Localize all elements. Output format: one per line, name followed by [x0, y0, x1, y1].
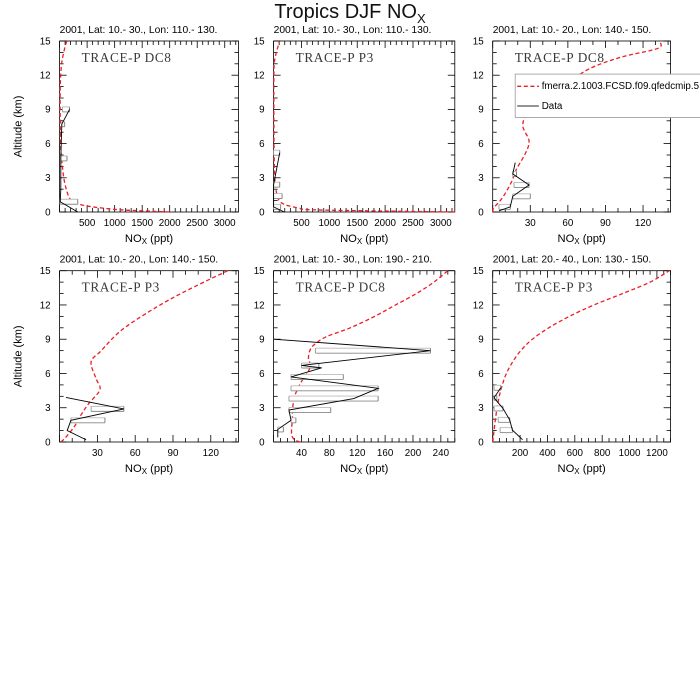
svg-text:15: 15: [254, 266, 265, 277]
svg-text:0: 0: [259, 207, 265, 218]
svg-text:TRACE-P P3: TRACE-P P3: [515, 280, 593, 295]
svg-text:12: 12: [254, 300, 265, 311]
svg-text:500: 500: [293, 218, 310, 229]
svg-text:3000: 3000: [430, 218, 452, 229]
svg-text:800: 800: [594, 448, 611, 459]
svg-text:160: 160: [377, 448, 394, 459]
svg-text:6: 6: [478, 369, 484, 380]
svg-text:3: 3: [45, 403, 51, 414]
svg-text:90: 90: [168, 448, 179, 459]
svg-text:2001, Lat: 10.- 20., Lon: 140.: 2001, Lat: 10.- 20., Lon: 140.- 150.: [60, 255, 219, 266]
svg-text:15: 15: [473, 266, 484, 277]
svg-text:2000: 2000: [159, 218, 181, 229]
svg-text:200: 200: [405, 448, 422, 459]
svg-text:12: 12: [473, 300, 484, 311]
svg-text:2001, Lat: 20.- 40., Lon: 130.: 2001, Lat: 20.- 40., Lon: 130.- 150.: [493, 255, 652, 266]
svg-text:12: 12: [40, 300, 51, 311]
svg-text:Data: Data: [542, 101, 563, 112]
svg-text:0: 0: [259, 437, 265, 448]
svg-text:1200: 1200: [646, 448, 668, 459]
svg-text:2500: 2500: [186, 218, 208, 229]
svg-text:9: 9: [45, 335, 50, 346]
svg-text:9: 9: [259, 105, 264, 116]
svg-text:9: 9: [45, 105, 50, 116]
svg-text:40: 40: [296, 448, 307, 459]
svg-text:12: 12: [254, 71, 265, 82]
svg-text:15: 15: [473, 36, 484, 47]
svg-text:2001, Lat: 10.- 30., Lon: 110.: 2001, Lat: 10.- 30., Lon: 110.- 130.: [60, 25, 218, 36]
svg-text:TRACE-P P3: TRACE-P P3: [82, 280, 160, 295]
svg-text:6: 6: [259, 139, 265, 150]
svg-text:500: 500: [79, 218, 96, 229]
svg-text:Altitude (km): Altitude (km): [13, 325, 25, 387]
svg-text:60: 60: [562, 218, 573, 229]
svg-text:30: 30: [525, 218, 536, 229]
svg-text:3: 3: [45, 173, 51, 184]
svg-text:15: 15: [254, 36, 265, 47]
svg-text:400: 400: [539, 448, 556, 459]
svg-text:12: 12: [40, 71, 51, 82]
svg-text:60: 60: [130, 448, 141, 459]
svg-text:TRACE-P DC8: TRACE-P DC8: [515, 50, 605, 65]
svg-text:2001, Lat: 10.- 30., Lon: 190.: 2001, Lat: 10.- 30., Lon: 190.- 210.: [274, 255, 433, 266]
svg-text:80: 80: [324, 448, 335, 459]
svg-text:TRACE-P P3: TRACE-P P3: [296, 50, 374, 65]
svg-text:3: 3: [478, 173, 484, 184]
svg-text:0: 0: [478, 437, 484, 448]
svg-text:1500: 1500: [346, 218, 368, 229]
svg-text:6: 6: [259, 369, 265, 380]
svg-text:240: 240: [433, 448, 450, 459]
svg-text:Altitude (km): Altitude (km): [13, 96, 25, 158]
svg-text:NOX (ppt): NOX (ppt): [340, 233, 389, 246]
svg-text:6: 6: [45, 369, 51, 380]
svg-text:120: 120: [635, 218, 652, 229]
svg-text:6: 6: [478, 139, 484, 150]
svg-text:600: 600: [567, 448, 584, 459]
svg-text:30: 30: [92, 448, 103, 459]
svg-text:120: 120: [349, 448, 366, 459]
svg-text:0: 0: [478, 207, 484, 218]
svg-text:1000: 1000: [619, 448, 641, 459]
svg-text:1500: 1500: [131, 218, 153, 229]
svg-text:15: 15: [40, 266, 51, 277]
svg-text:3: 3: [478, 403, 484, 414]
svg-text:2001, Lat: 10.- 20., Lon: 140.: 2001, Lat: 10.- 20., Lon: 140.- 150.: [493, 25, 652, 36]
svg-text:NOX (ppt): NOX (ppt): [558, 463, 607, 476]
svg-text:fmerra.2.1003.FCSD.f09.qfedcmi: fmerra.2.1003.FCSD.f09.qfedcmip.5: [542, 81, 700, 92]
svg-text:0: 0: [45, 437, 51, 448]
svg-text:0: 0: [45, 207, 51, 218]
svg-text:9: 9: [259, 335, 264, 346]
svg-text:1000: 1000: [104, 218, 126, 229]
svg-text:1000: 1000: [318, 218, 340, 229]
svg-text:9: 9: [478, 105, 483, 116]
svg-text:3000: 3000: [214, 218, 236, 229]
svg-text:2500: 2500: [402, 218, 424, 229]
svg-text:NOX (ppt): NOX (ppt): [125, 233, 174, 246]
svg-text:TRACE-P DC8: TRACE-P DC8: [296, 280, 386, 295]
svg-text:120: 120: [203, 448, 220, 459]
svg-text:6: 6: [45, 139, 51, 150]
svg-text:9: 9: [478, 335, 483, 346]
svg-text:TRACE-P DC8: TRACE-P DC8: [82, 50, 172, 65]
svg-text:3: 3: [259, 403, 265, 414]
svg-text:2001, Lat: 10.- 30., Lon: 110.: 2001, Lat: 10.- 30., Lon: 110.- 130.: [274, 25, 432, 36]
svg-text:NOX (ppt): NOX (ppt): [125, 463, 174, 476]
svg-text:15: 15: [40, 36, 51, 47]
svg-text:200: 200: [512, 448, 529, 459]
svg-text:3: 3: [259, 173, 265, 184]
svg-text:NOX (ppt): NOX (ppt): [340, 463, 389, 476]
svg-text:2000: 2000: [374, 218, 396, 229]
svg-text:90: 90: [600, 218, 611, 229]
svg-text:12: 12: [473, 71, 484, 82]
svg-text:NOX (ppt): NOX (ppt): [558, 233, 607, 246]
